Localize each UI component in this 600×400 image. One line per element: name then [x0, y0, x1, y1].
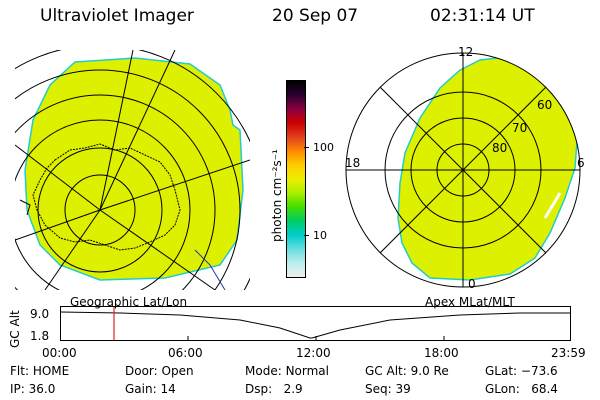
status-gc-alt: GC Alt: 9.0 Re — [365, 364, 449, 378]
mlat-label-80: 80 — [492, 141, 508, 155]
right-panel-caption: Apex MLat/MLT — [425, 295, 515, 309]
uv-emission-region — [24, 57, 244, 281]
geographic-map — [15, 50, 250, 290]
mlt-label-12: 12 — [458, 45, 474, 59]
x-tick-1200: 12:00 — [296, 346, 331, 360]
alt-tick-low: 1.8 — [30, 329, 50, 343]
date-readout: 20 Sep 07 — [272, 6, 359, 26]
status-seq: Seq: 39 — [365, 382, 411, 396]
left-panel-caption: Geographic Lat/Lon — [70, 295, 188, 309]
status-dsp: Dsp: 2.9 — [245, 382, 303, 396]
mlat-label-70: 70 — [512, 121, 528, 135]
status-door: Door: Open — [125, 364, 194, 378]
coastline — [32, 143, 181, 251]
status-gain: Gain: 14 — [125, 382, 176, 396]
altitude-curve — [60, 311, 570, 339]
time-readout: 02:31:14 UT — [430, 6, 535, 26]
mlt-label-0: 0 — [468, 277, 476, 291]
status-glat: GLat: −73.6 — [485, 364, 558, 378]
alt-tick-high: 9.0 — [30, 307, 50, 321]
altitude-timeline — [60, 306, 571, 341]
colorbar-unit-label: photon cm⁻²s⁻¹ — [270, 149, 284, 242]
status-flt: Flt: HOME — [10, 364, 70, 378]
apex-polar-plot — [345, 52, 581, 288]
colorbar-tick-100: 100 — [313, 141, 334, 154]
mlt-label-18: 18 — [345, 156, 361, 170]
gc-alt-axis-label: GC Alt — [8, 310, 22, 348]
x-tick-1800: 18:00 — [424, 346, 459, 360]
colorbar-tick-10: 10 — [313, 229, 327, 242]
x-tick-2359: 23:59 — [551, 346, 586, 360]
status-glon: GLon: 68.4 — [485, 382, 558, 396]
x-tick-0600: 06:00 — [168, 346, 203, 360]
x-tick-0000: 00:00 — [42, 346, 77, 360]
mlat-label-60: 60 — [537, 98, 553, 112]
status-ip: IP: 36.0 — [10, 382, 56, 396]
colorbar — [286, 80, 306, 278]
status-mode: Mode: Normal — [245, 364, 329, 378]
mlt-label-6: 6 — [577, 156, 585, 170]
app-title: Ultraviolet Imager — [40, 6, 194, 26]
